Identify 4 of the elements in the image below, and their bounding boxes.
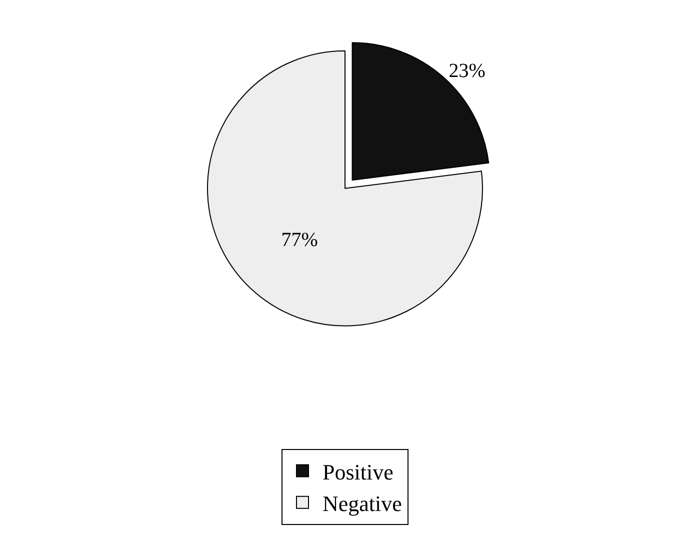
legend-label: Positive — [322, 459, 394, 484]
data-label: 23% — [448, 60, 486, 82]
data-label: 77% — [281, 228, 318, 251]
legend-label: Negative — [322, 490, 402, 516]
